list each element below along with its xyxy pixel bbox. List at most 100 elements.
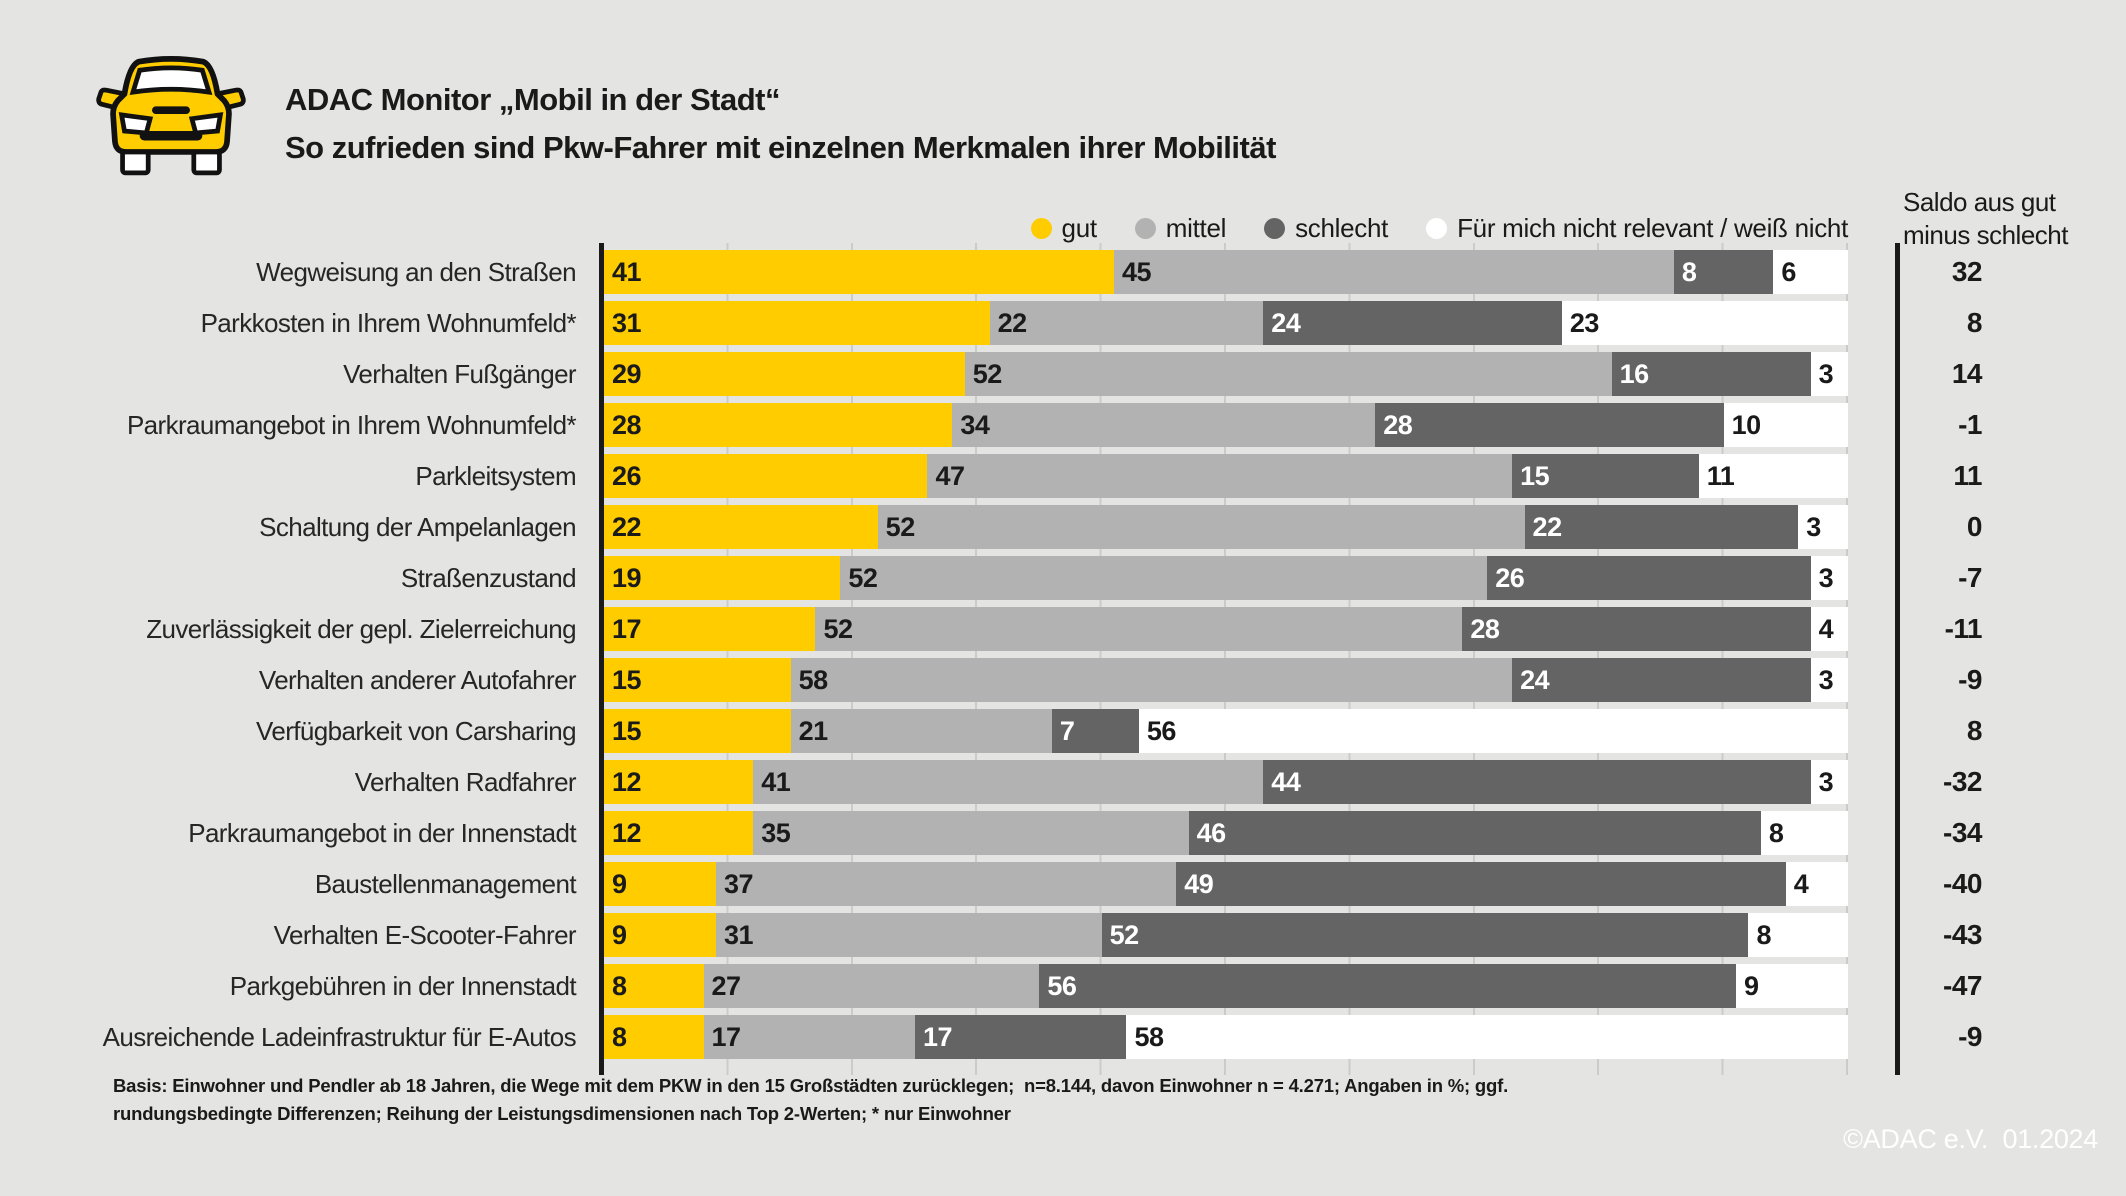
legend-label-mittel: mittel bbox=[1165, 212, 1227, 243]
bar-segment-schlecht: 22 bbox=[1524, 505, 1799, 549]
stacked-bar: 19 52 26 3 bbox=[604, 556, 1848, 600]
bar-segment-gut: 15 bbox=[604, 709, 791, 753]
saldo-value: 8 bbox=[1966, 307, 1983, 338]
legend-label-nicht_relevant: Für mich nicht relevant / weiß nicht bbox=[1457, 212, 1848, 243]
stacked-bar: 8 27 56 9 bbox=[604, 964, 1848, 1008]
bar-value-gut: 12 bbox=[612, 818, 642, 848]
bar-segment-schlecht: 52 bbox=[1101, 913, 1749, 957]
saldo-value: -9 bbox=[1958, 1021, 1982, 1052]
bar-value-gut: 8 bbox=[612, 971, 627, 1001]
bar-segment-nicht-relevant: 23 bbox=[1561, 301, 1848, 345]
bar-segment-nicht-relevant: 11 bbox=[1698, 454, 1848, 498]
bar-value-mittel: 52 bbox=[823, 614, 853, 644]
bar-segment-mittel: 41 bbox=[753, 760, 1264, 804]
bar-segment-schlecht: 26 bbox=[1487, 556, 1811, 600]
chart-subtitle: So zufrieden sind Pkw-Fahrer mit einzeln… bbox=[285, 130, 1276, 165]
bar-segment-mittel: 58 bbox=[790, 658, 1513, 702]
bar-segment-mittel: 47 bbox=[927, 454, 1513, 498]
bar-value-nicht-relevant: 6 bbox=[1781, 257, 1796, 287]
legend-label-gut: gut bbox=[1061, 212, 1098, 243]
bar-segment-mittel: 22 bbox=[989, 301, 1264, 345]
legend-item-nicht_relevant: Für mich nicht relevant / weiß nicht bbox=[1426, 213, 1848, 244]
bar-segment-gut: 8 bbox=[604, 964, 704, 1008]
bar-value-gut: 15 bbox=[612, 716, 642, 746]
category-label: Parkraumangebot in der Innenstadt bbox=[188, 818, 576, 848]
bar-value-gut: 22 bbox=[612, 512, 642, 542]
category-label: Ausreichende Ladeinfrastruktur für E-Aut… bbox=[102, 1022, 577, 1052]
bar-value-schlecht: 7 bbox=[1059, 716, 1075, 746]
bar-segment-schlecht: 16 bbox=[1611, 352, 1811, 396]
bar-value-schlecht: 44 bbox=[1271, 767, 1301, 797]
bar-segment-nicht-relevant: 3 bbox=[1798, 505, 1848, 549]
bar-segment-gut: 41 bbox=[604, 250, 1115, 294]
bar-value-schlecht: 49 bbox=[1184, 869, 1214, 899]
stacked-bar: 26 47 15 11 bbox=[604, 454, 1848, 498]
bar-segment-gut: 22 bbox=[604, 505, 878, 549]
saldo-value: -43 bbox=[1943, 919, 1982, 950]
stacked-bar: 9 31 52 8 bbox=[604, 913, 1848, 957]
category-labels: Wegweisung an den Straßen Parkkosten in I… bbox=[50, 250, 588, 1059]
bar-segment-schlecht: 24 bbox=[1512, 658, 1811, 702]
stacked-bar: 12 35 46 8 bbox=[604, 811, 1848, 855]
bar-segment-mittel: 17 bbox=[703, 1015, 915, 1059]
bar-segment-nicht-relevant: 3 bbox=[1810, 760, 1848, 804]
stacked-bar: 29 52 16 3 bbox=[604, 352, 1848, 396]
saldo-values: 32 8 14 -1 11 0 -7 -11 -9 8 -32 -34 -40 -43 -47 -9 bbox=[1908, 250, 1982, 1059]
category-label: Zuverlässigkeit der gepl. Zielerreichung bbox=[146, 614, 576, 644]
header: ADAC Monitor „Mobil in der Stadt“ So zuf… bbox=[95, 50, 1276, 181]
bar-segment-mittel: 52 bbox=[840, 556, 1488, 600]
bar-value-nicht-relevant: 3 bbox=[1818, 665, 1834, 695]
category-label: Verhalten Radfahrer bbox=[354, 767, 577, 797]
bar-value-schlecht: 26 bbox=[1495, 563, 1525, 593]
saldo-value: 14 bbox=[1951, 358, 1983, 389]
bar-value-schlecht: 15 bbox=[1520, 461, 1550, 491]
bar-value-schlecht: 28 bbox=[1383, 410, 1413, 440]
saldo-value: 11 bbox=[1953, 460, 1982, 491]
saldo-header-line1: Saldo aus gut bbox=[1903, 187, 2056, 217]
bar-segment-gut: 28 bbox=[604, 403, 953, 447]
stacked-bar: 8 17 17 58 bbox=[604, 1015, 1848, 1059]
chart-rows: 41 45 8 6 31 22 24 23 29 52 16 3 28 34 28 10 26 47 15 11 22 5… bbox=[604, 250, 1848, 1059]
category-label: Verfügbarkeit von Carsharing bbox=[256, 716, 577, 746]
legend-dot-mittel-icon bbox=[1134, 217, 1156, 239]
bar-segment-nicht-relevant: 9 bbox=[1736, 964, 1848, 1008]
bar-segment-mittel: 52 bbox=[815, 607, 1463, 651]
bar-segment-gut: 17 bbox=[604, 607, 816, 651]
legend-dot-gut-icon bbox=[1030, 217, 1052, 239]
stacked-bar: 22 52 22 3 bbox=[604, 505, 1848, 549]
bar-segment-schlecht: 15 bbox=[1512, 454, 1699, 498]
bar-segment-nicht-relevant: 4 bbox=[1785, 862, 1848, 906]
bar-value-nicht-relevant: 58 bbox=[1134, 1022, 1164, 1052]
bar-value-schlecht: 17 bbox=[922, 1022, 953, 1052]
bar-value-mittel: 47 bbox=[935, 461, 965, 491]
bar-value-mittel: 37 bbox=[723, 869, 754, 899]
bar-value-gut: 17 bbox=[612, 614, 642, 644]
stacked-bar: 9 37 49 4 bbox=[604, 862, 1848, 906]
bar-value-gut: 15 bbox=[612, 665, 642, 695]
bar-segment-mittel: 35 bbox=[753, 811, 1189, 855]
bar-segment-nicht-relevant: 6 bbox=[1773, 250, 1848, 294]
footnote-line1: Basis: Einwohner und Pendler ab 18 Jahre… bbox=[113, 1075, 1509, 1096]
saldo-value: 32 bbox=[1951, 256, 1983, 287]
footnote-line2: rundungsbedingte Differenzen; Reihung de… bbox=[113, 1103, 1011, 1124]
bar-value-schlecht: 24 bbox=[1520, 665, 1550, 695]
bar-segment-gut: 9 bbox=[604, 913, 716, 957]
bar-value-mittel: 21 bbox=[798, 716, 829, 746]
bar-segment-schlecht: 8 bbox=[1673, 250, 1774, 294]
bar-value-gut: 8 bbox=[612, 1022, 627, 1052]
bar-segment-schlecht: 7 bbox=[1051, 709, 1139, 753]
legend-item-gut: gut bbox=[1030, 212, 1098, 244]
category-label: Parkleitsystem bbox=[415, 461, 576, 491]
stacked-bar: 15 21 7 56 bbox=[604, 709, 1848, 753]
bar-value-gut: 28 bbox=[612, 410, 642, 440]
saldo-value: -47 bbox=[1943, 970, 1982, 1001]
bar-segment-gut: 19 bbox=[604, 556, 841, 600]
stacked-bar: 12 41 44 3 bbox=[604, 760, 1848, 804]
bar-segment-mittel: 45 bbox=[1114, 250, 1674, 294]
category-label: Baustellenmanagement bbox=[314, 869, 577, 899]
bar-segment-schlecht: 28 bbox=[1375, 403, 1724, 447]
bar-segment-gut: 26 bbox=[604, 454, 928, 498]
bar-segment-mittel: 31 bbox=[715, 913, 1102, 957]
bar-value-gut: 26 bbox=[612, 461, 642, 491]
